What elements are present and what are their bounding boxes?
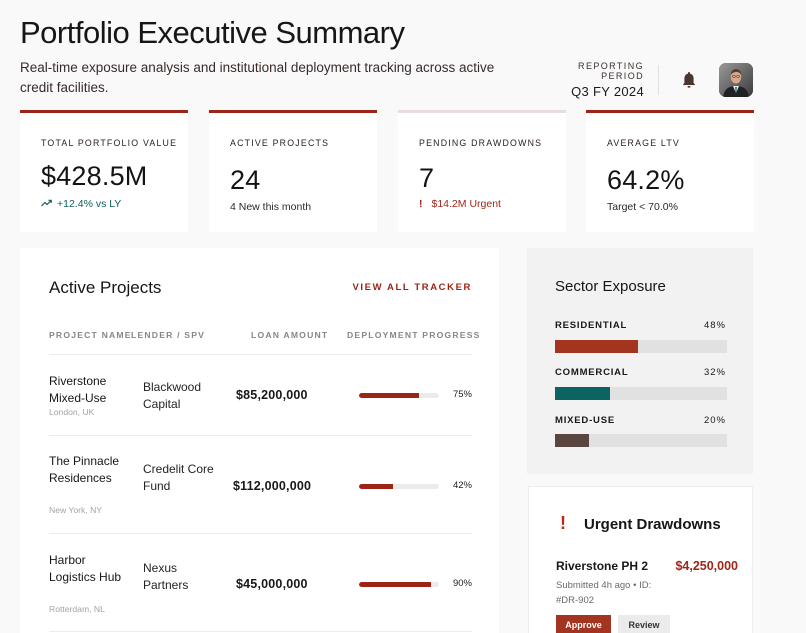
sector-pct-mixed-use: 20% [703, 415, 726, 426]
urgent-drawdowns-panel: ! Urgent Drawdowns Riverstone PH 2 $4,25… [528, 486, 753, 633]
reporting-period: REPORTING PERIOD Q3 FY 2024 [540, 61, 644, 99]
table-row[interactable]: Riverstone Mixed-Use London, UK Blackwoo… [49, 354, 472, 435]
exclamation-icon: ! [419, 198, 423, 210]
kpi-label: PENDING DRAWDOWNS [419, 138, 543, 148]
deployment-progress-label: 90% [452, 578, 472, 589]
deployment-progress-bar [359, 484, 439, 489]
deployment-progress-fill [359, 484, 393, 489]
sector-bar-residential [555, 340, 727, 353]
sector-label-mixed-use: MIXED-USE [555, 415, 615, 426]
loan-amount: $45,000,000 [236, 577, 308, 591]
column-header-project-name: PROJECT NAME [49, 330, 132, 340]
kpi-card-active-projects: ACTIVE PROJECTS 24 4 New this month [209, 110, 377, 232]
table-row[interactable]: The Pinnacle Residences New York, NY Cre… [49, 435, 472, 533]
project-name: Riverstone Mixed-Use [49, 374, 107, 405]
column-header-deployment-progress: DEPLOYMENT PROGRESS [347, 330, 481, 340]
avatar[interactable] [719, 63, 753, 97]
deployment-progress-bar [359, 393, 439, 398]
table-row[interactable]: Harbor Logistics Hub Rotterdam, NL Nexus… [49, 533, 472, 631]
header-divider [658, 65, 659, 95]
sector-bar-fill-commercial [555, 387, 611, 400]
loan-amount: $112,000,000 [233, 479, 312, 493]
kpi-subtext: Target < 70.0% [607, 201, 678, 213]
page-header: Portfolio Executive Summary Real-time ex… [20, 14, 520, 98]
sector-bar-fill-mixed-use [555, 434, 590, 447]
column-header-lender: LENDER / SPV [131, 330, 206, 340]
bell-icon[interactable] [681, 71, 697, 89]
kpi-card-total-portfolio-value: TOTAL PORTFOLIO VALUE $428.5M +12.4% vs … [20, 110, 188, 232]
kpi-card-average-ltv: AVERAGE LTV 64.2% Target < 70.0% [586, 110, 754, 232]
exclamation-icon: ! [560, 513, 566, 533]
table-row-divider [49, 631, 472, 632]
trending-up-icon [41, 198, 52, 210]
sector-exposure-title: Sector Exposure [555, 278, 666, 295]
project-location: London, UK [49, 407, 95, 417]
header-actions: REPORTING PERIOD Q3 FY 2024 [540, 61, 753, 99]
deployment-progress-bar [359, 582, 439, 587]
active-projects-title: Active Projects [49, 278, 162, 297]
deployment-progress-fill [359, 582, 431, 587]
lender-name: Nexus Partners [143, 561, 189, 592]
loan-amount: $85,200,000 [236, 388, 308, 402]
kpi-value: 64.2% [607, 165, 685, 195]
deployment-progress-fill [359, 393, 419, 398]
reporting-period-label: REPORTING PERIOD [578, 61, 644, 81]
review-button[interactable]: Review [618, 615, 670, 633]
drawdown-meta: Submitted 4h ago • ID: #DR-902 [556, 580, 652, 606]
kpi-label: TOTAL PORTFOLIO VALUE [41, 138, 178, 148]
kpi-subtext: 4 New this month [230, 201, 312, 213]
kpi-urgent: ! $14.2M Urgent [419, 198, 501, 210]
project-name: Harbor Logistics Hub [49, 553, 122, 584]
deployment-progress-label: 42% [452, 480, 472, 491]
view-all-tracker-link[interactable]: VIEW ALL TRACKER [352, 282, 472, 293]
sector-label-commercial: COMMERCIAL [555, 367, 629, 378]
kpi-urgent-text: $14.2M Urgent [431, 198, 501, 210]
urgent-drawdowns-title: Urgent Drawdowns [584, 516, 721, 533]
kpi-value: 7 [419, 163, 435, 193]
sector-bar-fill-residential [555, 340, 638, 353]
page-title: Portfolio Executive Summary [20, 15, 405, 50]
page-subtitle: Real-time exposure analysis and institut… [20, 60, 495, 95]
sector-pct-residential: 48% [703, 320, 726, 331]
lender-name: Blackwood Capital [143, 380, 202, 411]
project-location: New York, NY [49, 505, 103, 515]
kpi-value: 24 [230, 165, 261, 195]
lender-name: Credelit Core Fund [143, 462, 214, 493]
project-name: The Pinnacle Residences [49, 454, 120, 485]
active-projects-panel: Active Projects VIEW ALL TRACKER PROJECT… [20, 248, 499, 633]
column-header-loan-amount: LOAN AMOUNT [251, 330, 329, 340]
sector-label-residential: RESIDENTIAL [555, 320, 628, 331]
project-location: Rotterdam, NL [49, 604, 105, 614]
sector-exposure-panel: Sector Exposure RESIDENTIAL 48% COMMERCI… [527, 248, 753, 474]
kpi-trend-text: +12.4% vs LY [57, 198, 122, 210]
kpi-label: ACTIVE PROJECTS [230, 138, 330, 148]
drawdown-amount: $4,250,000 [675, 559, 738, 573]
deployment-progress-label: 75% [452, 389, 472, 400]
sector-bar-commercial [555, 387, 727, 400]
kpi-value: $428.5M [41, 161, 148, 191]
drawdown-project: Riverstone PH 2 [556, 559, 649, 573]
kpi-card-pending-drawdowns: PENDING DRAWDOWNS 7 ! $14.2M Urgent [398, 110, 566, 232]
sector-pct-commercial: 32% [703, 367, 726, 378]
sector-bar-mixed-use [555, 434, 727, 447]
approve-button[interactable]: Approve [556, 615, 611, 633]
kpi-label: AVERAGE LTV [607, 138, 681, 148]
kpi-trend: +12.4% vs LY [41, 198, 121, 210]
reporting-period-value: Q3 FY 2024 [571, 84, 644, 99]
